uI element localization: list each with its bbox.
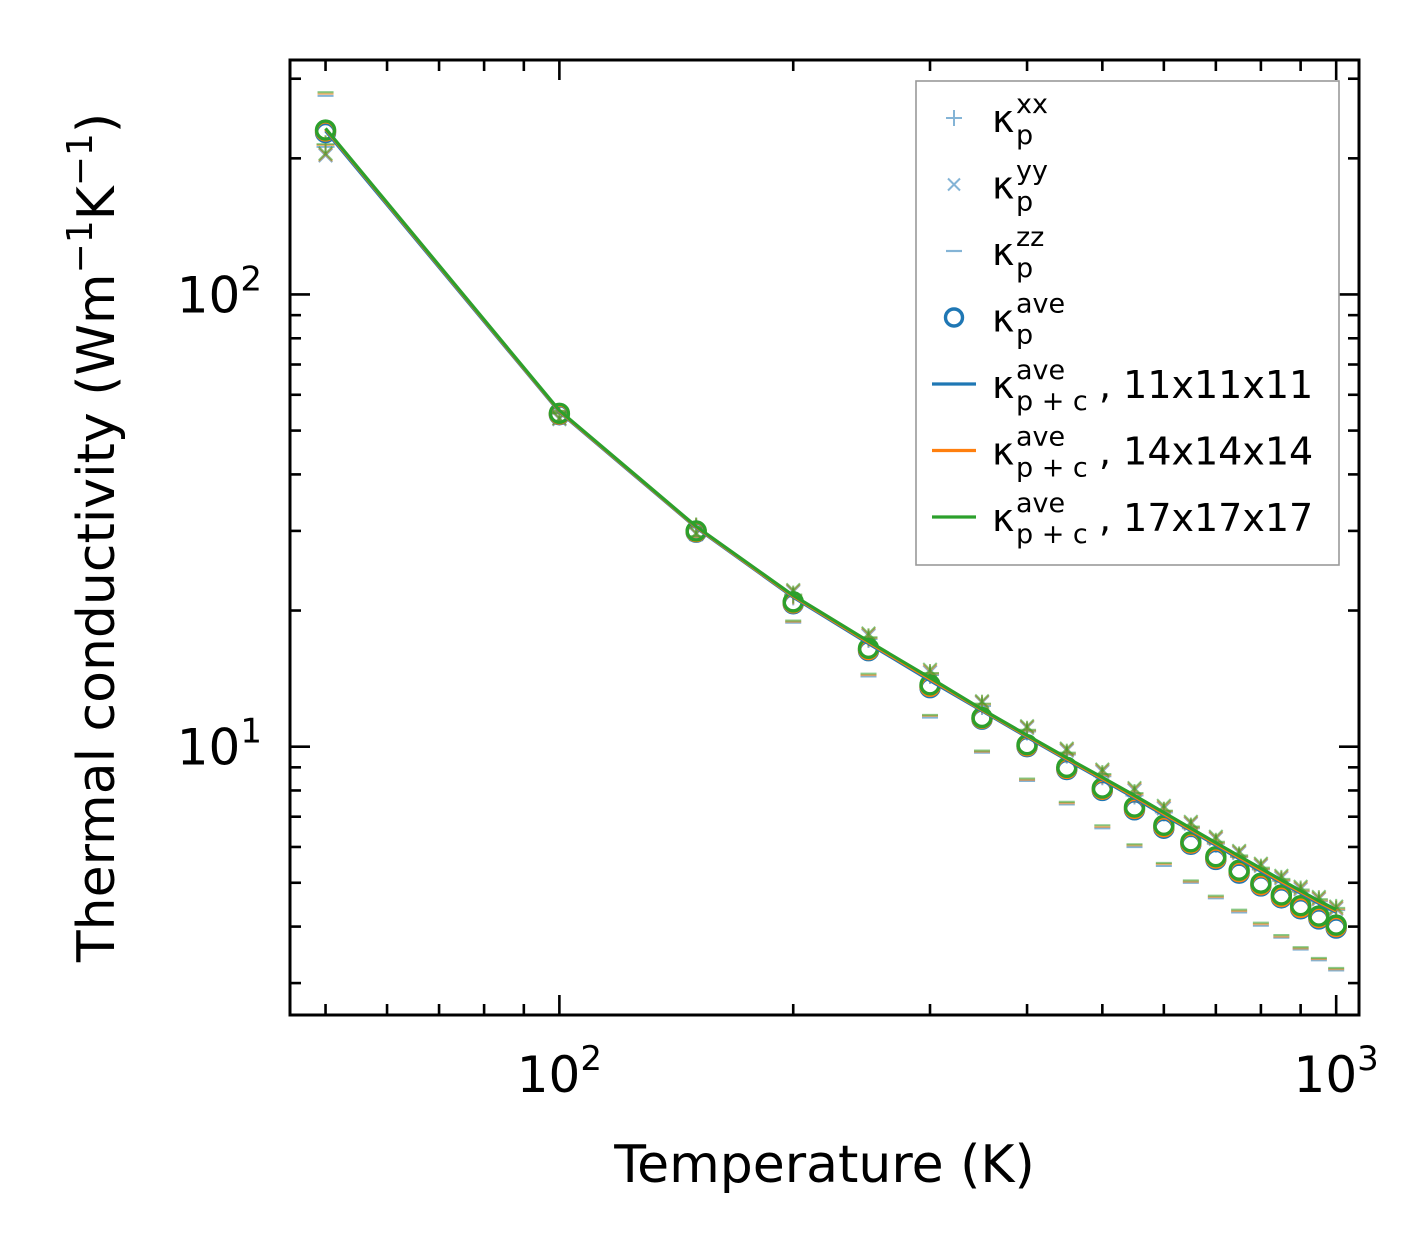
axes-frame <box>288 58 1361 1017</box>
legend-label: κave p + c, 17x17x17 <box>992 488 1313 550</box>
kave-point <box>314 119 337 141</box>
x-tick-label: 102 <box>517 1039 602 1104</box>
kpc-line-3 <box>324 127 1337 912</box>
kave-point <box>1308 905 1330 927</box>
kyy-point <box>1059 741 1075 757</box>
y-tick-label: 101 <box>177 712 262 777</box>
kave-point <box>1250 872 1272 894</box>
axis-ticks <box>290 60 1359 1015</box>
y-axis-label: Thermal conductivity (Wm−1K−1) <box>60 113 127 963</box>
kave-point <box>1205 845 1227 868</box>
kave-point <box>548 402 571 425</box>
kave-point <box>1180 831 1202 853</box>
legend-marker <box>946 110 962 126</box>
legend-label: κave p <box>992 289 1065 351</box>
legend-marker <box>947 177 961 192</box>
x-tick-label: 103 <box>1294 1039 1379 1104</box>
kave-point <box>1325 914 1347 936</box>
legend-label: κxx p <box>992 89 1048 151</box>
kyy-point <box>318 146 334 161</box>
plot-area <box>314 91 1347 972</box>
kave-point <box>1228 859 1250 881</box>
legend-label: κyy p <box>992 156 1048 218</box>
legend-box <box>915 80 1340 566</box>
kave-point <box>1270 884 1293 906</box>
y-tick-label: 102 <box>177 259 262 324</box>
series-3-ave <box>314 119 1347 936</box>
kyy-point <box>1019 718 1035 734</box>
legend-label: κave p + c, 11x11x11 <box>992 355 1313 417</box>
kave-point <box>1289 894 1312 917</box>
x-axis-label: Temperature (K) <box>613 1135 1035 1195</box>
legend-marker <box>943 307 965 328</box>
legend-label: κzz p <box>992 222 1044 284</box>
legend-label: κave p + c, 14x14x14 <box>992 422 1313 484</box>
